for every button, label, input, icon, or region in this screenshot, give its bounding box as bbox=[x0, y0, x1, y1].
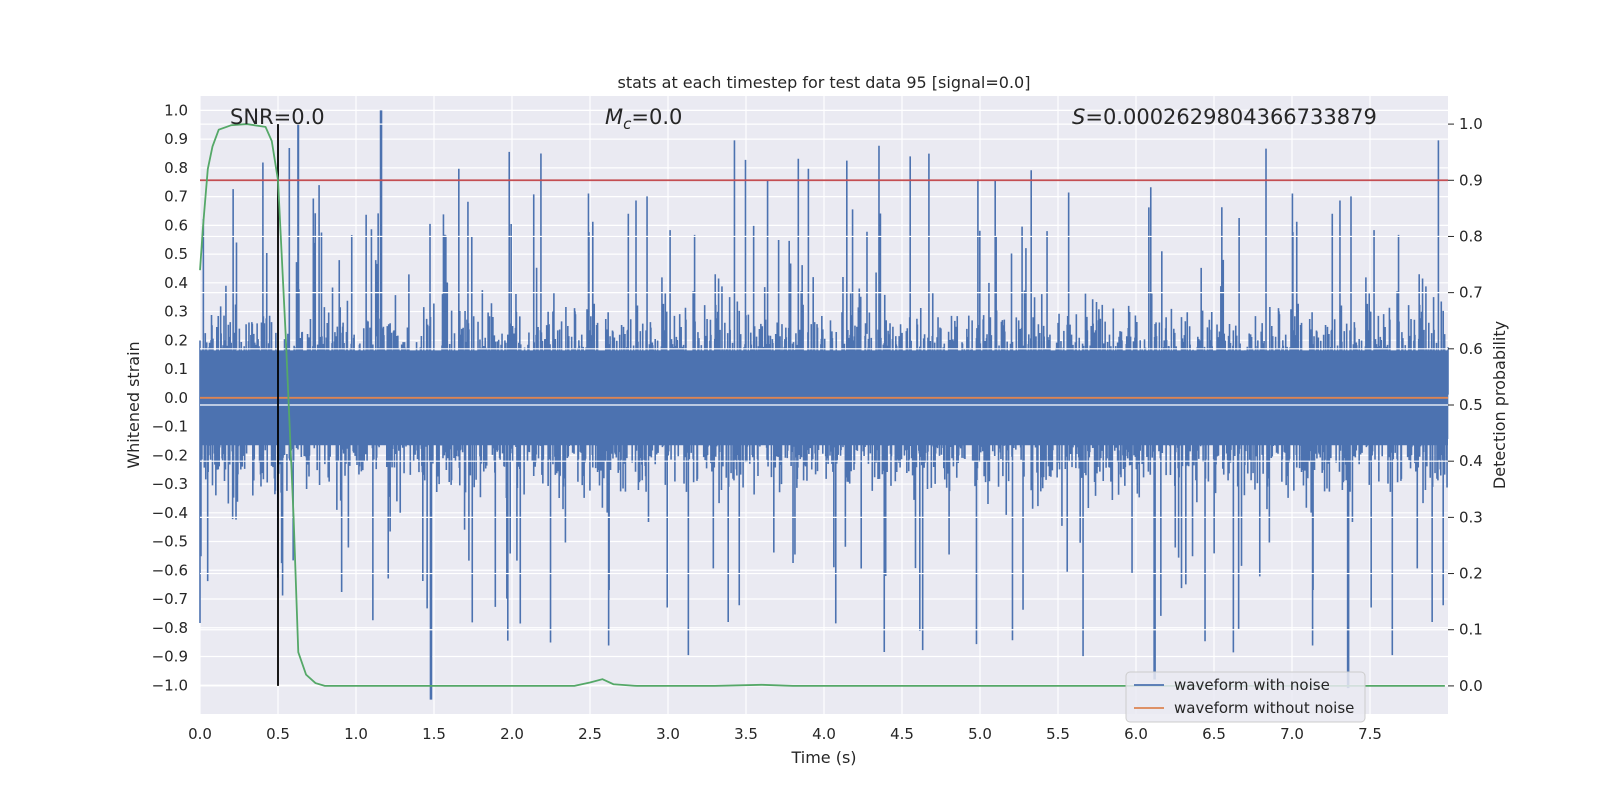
y-tick-label-left: 0.0 bbox=[164, 389, 188, 407]
annotation-chirp-mass-subscript: c bbox=[623, 115, 632, 133]
legend-box bbox=[1125, 671, 1366, 723]
y-tick-label-left: 0.8 bbox=[164, 159, 188, 177]
y-tick-label-left: 0.1 bbox=[164, 360, 188, 378]
tick-labels: 0.0 0.5 1.0 1.5 2.0 2.5 3.0 3.5 4.0 4.5 5.0 5.5 6.0 6… bbox=[152, 101, 1483, 743]
y-tick-label-left: −0.5 bbox=[152, 533, 188, 551]
annotation-s-value: S=0.0002629804366733879 bbox=[1072, 105, 1377, 129]
y-tick-label-right: 0.5 bbox=[1459, 396, 1483, 414]
x-tick-label: 4.5 bbox=[890, 725, 914, 743]
y-tick-label-right: 0.7 bbox=[1459, 284, 1483, 302]
y-tick-label-left: 0.3 bbox=[164, 303, 188, 321]
x-tick-label: 4.0 bbox=[812, 725, 836, 743]
annotation-chirp-mass: Mc=0.0 bbox=[605, 105, 682, 133]
y-tick-label-left: 1.0 bbox=[164, 101, 188, 119]
y-tick-label-left: 0.4 bbox=[164, 274, 188, 292]
y-tick-label-left: −0.1 bbox=[152, 418, 188, 436]
y-tick-label-left: −0.6 bbox=[152, 561, 188, 579]
y-tick-label-left: −0.7 bbox=[152, 590, 188, 608]
y-tick-label-left: −0.4 bbox=[152, 504, 188, 522]
y-tick-label-right: 0.9 bbox=[1459, 171, 1483, 189]
legend: waveform with noise waveform without noi… bbox=[1125, 671, 1366, 723]
x-tick-label: 0.5 bbox=[266, 725, 290, 743]
y-tick-label-right: 1.0 bbox=[1459, 115, 1483, 133]
x-tick-label: 2.5 bbox=[578, 725, 602, 743]
chart-title: stats at each timestep for test data 95 … bbox=[618, 73, 1031, 92]
x-tick-label: 0.0 bbox=[188, 725, 212, 743]
x-tick-label: 7.5 bbox=[1358, 725, 1382, 743]
y-tick-label-left: −0.3 bbox=[152, 475, 188, 493]
legend-label-waveform-with-noise: waveform with noise bbox=[1174, 676, 1330, 694]
y-tick-label-left: 0.7 bbox=[164, 188, 188, 206]
y-tick-label-right: 0.1 bbox=[1459, 621, 1483, 639]
y-tick-label-left: −1.0 bbox=[152, 676, 188, 694]
annotation-s-symbol: S bbox=[1072, 105, 1085, 129]
y-axis-label-right: Detection probability bbox=[1490, 321, 1509, 489]
y-tick-label-right: 0.3 bbox=[1459, 508, 1483, 526]
y-axis-label-left: Whitened strain bbox=[124, 341, 143, 468]
y-tick-label-left: 0.5 bbox=[164, 245, 188, 263]
x-tick-label: 7.0 bbox=[1280, 725, 1304, 743]
legend-label-waveform-without-noise: waveform without noise bbox=[1174, 699, 1354, 717]
y-tick-label-left: 0.6 bbox=[164, 216, 188, 234]
y-tick-label-right: 0.0 bbox=[1459, 677, 1483, 695]
y-tick-label-right: 0.4 bbox=[1459, 452, 1483, 470]
x-axis-label: Time (s) bbox=[790, 748, 856, 767]
x-tick-label: 6.5 bbox=[1202, 725, 1226, 743]
x-tick-label: 3.0 bbox=[656, 725, 680, 743]
x-tick-label: 1.0 bbox=[344, 725, 368, 743]
y-tick-label-left: −0.9 bbox=[152, 648, 188, 666]
x-tick-label: 1.5 bbox=[422, 725, 446, 743]
y-tick-label-right: 0.6 bbox=[1459, 340, 1483, 358]
annotation-snr: SNR=0.0 bbox=[230, 105, 325, 129]
overlay-lines bbox=[199, 123, 1448, 687]
y-tick-label-left: 0.2 bbox=[164, 331, 188, 349]
x-tick-label: 5.0 bbox=[968, 725, 992, 743]
detection-probability-line bbox=[199, 123, 1445, 687]
y-tick-label-left: 0.9 bbox=[164, 130, 188, 148]
y-tick-label-right: 0.2 bbox=[1459, 565, 1483, 583]
x-tick-label: 3.5 bbox=[734, 725, 758, 743]
y-tick-label-right: 0.8 bbox=[1459, 227, 1483, 245]
y-tick-label-left: −0.2 bbox=[152, 446, 188, 464]
x-tick-label: 6.0 bbox=[1124, 725, 1148, 743]
annotation-chirp-mass-symbol: M bbox=[605, 105, 623, 129]
x-tick-label: 5.5 bbox=[1046, 725, 1070, 743]
annotation-s-number: =0.0002629804366733879 bbox=[1085, 105, 1377, 129]
y-tick-label-left: −0.8 bbox=[152, 619, 188, 637]
x-tick-label: 2.0 bbox=[500, 725, 524, 743]
annotation-chirp-mass-value: =0.0 bbox=[631, 105, 682, 129]
